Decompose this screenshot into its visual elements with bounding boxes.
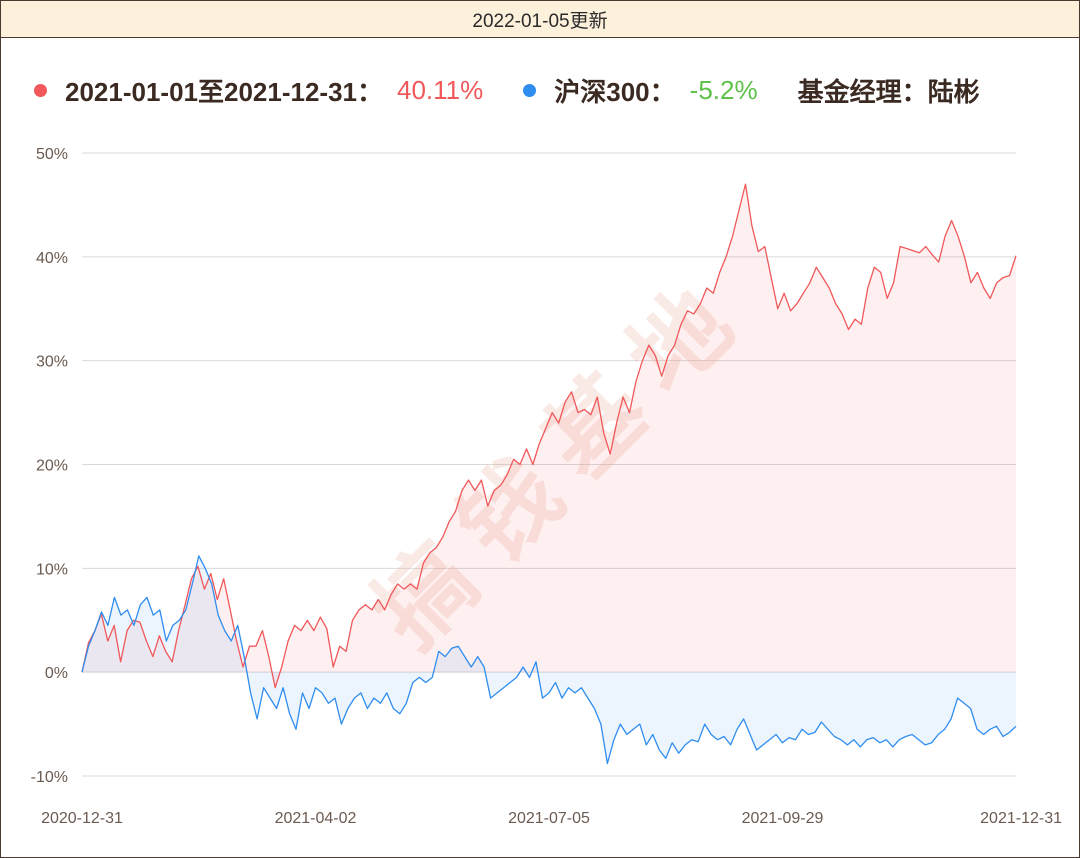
y-tick-label: 10%: [36, 561, 68, 578]
x-axis-ticks: 2020-12-31 2021-04-02 2021-07-05 2021-09-29…: [41, 810, 1062, 827]
x-tick-label: 2021-07-05: [508, 810, 590, 827]
x-tick-label: 2021-12-31: [980, 810, 1062, 827]
x-tick-label: 2020-12-31: [41, 810, 123, 827]
x-tick-label: 2021-09-29: [742, 810, 824, 827]
y-tick-label: 0%: [45, 665, 68, 682]
y-tick-label: 50%: [36, 146, 68, 163]
y-tick-label: 40%: [36, 250, 68, 267]
x-tick-label: 2021-04-02: [275, 810, 357, 827]
index-return-value: -5.2%: [689, 74, 758, 105]
y-tick-label: -10%: [31, 769, 68, 786]
series-line-fund: [81, 183, 1017, 689]
series-line-index: [81, 555, 1017, 765]
update-date-header: 2022-01-05更新: [1, 1, 1079, 38]
legend: 2021-01-01至2021-12-31： 40.11% 沪深300： -5.…: [34, 70, 980, 110]
series-area-index: [82, 555, 1016, 764]
fund-manager-label: 基金经理：陆彬: [797, 76, 980, 107]
fund-legend-label: 2021-01-01至2021-12-31：: [65, 76, 383, 107]
fund-legend-dot: [34, 83, 47, 97]
index-legend-dot: [523, 83, 537, 97]
y-tick-label: 30%: [36, 354, 68, 371]
series-lines: [81, 183, 1017, 765]
y-axis-ticks: 50% 40% 30% 20% 10% 0% -10%: [31, 146, 68, 786]
index-legend-label: 沪深300：: [554, 76, 676, 107]
y-tick-label: 20%: [36, 458, 68, 475]
series-area-fund: [82, 184, 1016, 688]
series-areas: [82, 184, 1016, 764]
fund-return-value: 40.11%: [397, 74, 484, 105]
grid-lines: [82, 152, 1016, 777]
